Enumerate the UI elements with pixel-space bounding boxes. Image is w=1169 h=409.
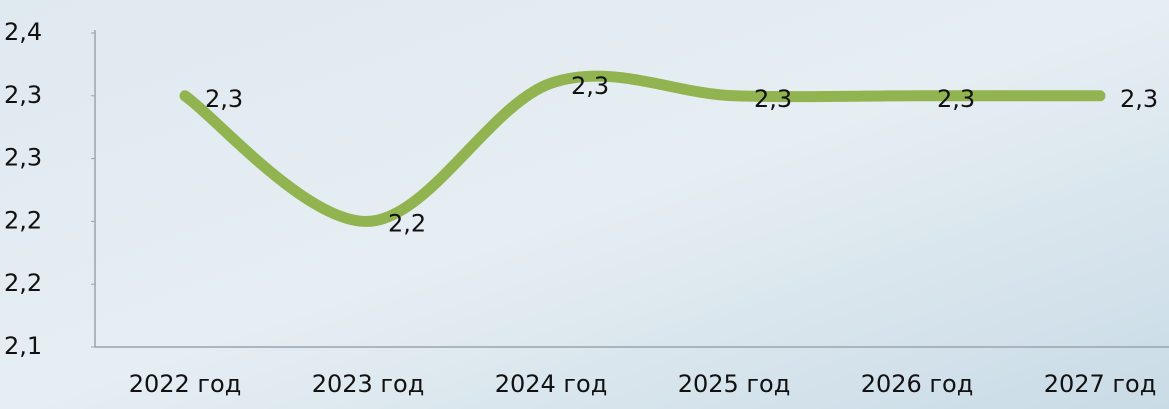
x-tick-label: 2027 год bbox=[1044, 370, 1157, 398]
y-tick-label: 2,1 bbox=[4, 332, 42, 360]
data-label: 2,3 bbox=[754, 85, 792, 113]
data-label: 2,3 bbox=[205, 85, 243, 113]
x-tick-label: 2023 год bbox=[312, 370, 425, 398]
y-tick-label: 2,2 bbox=[4, 269, 42, 297]
data-label: 2,2 bbox=[388, 209, 426, 237]
data-label: 2,3 bbox=[937, 85, 975, 113]
x-tick-label: 2024 год bbox=[495, 370, 608, 398]
y-tick-label: 2,3 bbox=[4, 81, 42, 109]
y-tick-label: 2,4 bbox=[4, 18, 42, 46]
data-label: 2,3 bbox=[571, 72, 609, 100]
x-tick-label: 2026 год bbox=[861, 370, 974, 398]
data-label: 2,3 bbox=[1120, 85, 1158, 113]
y-tick-label: 2,2 bbox=[4, 206, 42, 234]
x-tick-label: 2022 год bbox=[129, 370, 242, 398]
x-tick-label: 2025 год bbox=[678, 370, 791, 398]
line bbox=[179, 70, 1106, 227]
y-tick-label: 2,3 bbox=[4, 144, 42, 172]
